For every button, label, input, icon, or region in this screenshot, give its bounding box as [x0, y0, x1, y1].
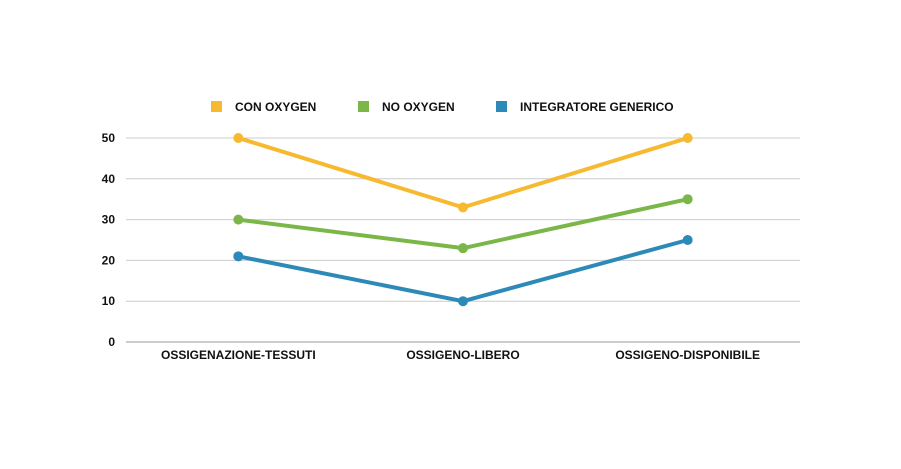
data-point: [458, 296, 468, 307]
legend-label: NO OXYGEN: [382, 100, 455, 114]
x-tick-label: OSSIGENO-LIBERO: [406, 348, 519, 362]
y-tick-label: 50: [102, 131, 116, 145]
y-tick-label: 20: [102, 253, 116, 267]
gridlines: [126, 137, 800, 343]
y-tick-label: 40: [102, 172, 116, 186]
legend-label: INTEGRATORE GENERICO: [520, 100, 674, 114]
x-axis: OSSIGENAZIONE-TESSUTI OSSIGENO-LIBERO OSSI…: [161, 348, 760, 362]
data-point: [682, 235, 693, 245]
legend-label: CON OXYGEN: [235, 100, 316, 114]
legend-swatch: [211, 101, 222, 112]
data-point: [682, 194, 693, 205]
legend-swatch: [496, 101, 507, 112]
y-tick-label: 0: [108, 335, 115, 349]
data-point: [458, 202, 468, 213]
x-tick-label: OSSIGENAZIONE-TESSUTI: [161, 348, 316, 362]
series-line: [236, 136, 690, 210]
data-point: [682, 133, 693, 143]
y-axis: 0 10 20 30 40 50: [102, 131, 116, 349]
data-point: [233, 214, 244, 225]
legend-swatch: [358, 101, 369, 112]
y-tick-label: 30: [102, 213, 116, 227]
x-tick-label: OSSIGENO-DISPONIBILE: [615, 348, 760, 362]
data-point: [458, 243, 468, 254]
data-point: [233, 251, 244, 262]
y-tick-label: 10: [102, 294, 116, 308]
legend: CON OXYGEN NO OXYGEN INTEGRATORE GENERICO: [211, 100, 674, 114]
series-lines: [233, 133, 693, 307]
data-point: [233, 133, 244, 143]
